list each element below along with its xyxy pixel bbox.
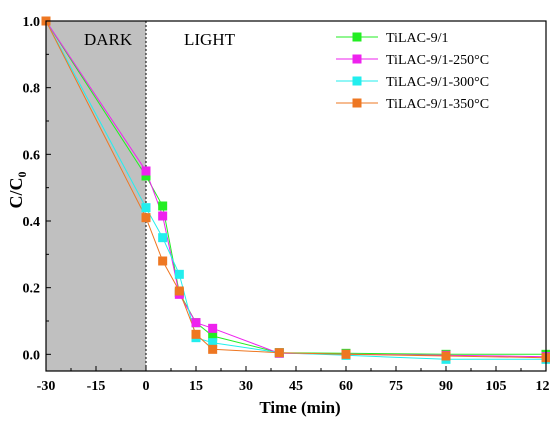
y-axis-ticks: 0.0 0.2 0.4 0.6 0.8 1.0	[23, 15, 51, 363]
legend-label-tilac-9-1: TiLAC-9/1	[386, 31, 449, 46]
legend: TiLAC-9/1 TiLAC-9/1-250°C TiLAC-9/1-300°C T…	[336, 31, 489, 112]
data-point-tilac-9-1-300c	[174, 269, 184, 279]
y-tick-label: 0.6	[23, 148, 41, 163]
data-point-tilac-9-1-350c	[158, 256, 168, 266]
x-tick-label: -30	[37, 379, 56, 394]
data-point-tilac-9-1-350c	[174, 286, 184, 296]
data-point-tilac-9-1-350c	[208, 344, 218, 354]
y-axis-label-subscript: 0	[15, 172, 29, 178]
x-tick-label: 0	[143, 379, 150, 394]
data-point-tilac-9-1-350c	[274, 348, 284, 358]
legend-marker-tilac-9-1-300c	[352, 76, 362, 86]
y-tick-label: 1.0	[23, 15, 41, 30]
series-lines	[45, 20, 547, 360]
x-axis-label: Time (min)	[259, 398, 340, 417]
y-tick-label: 0.4	[23, 215, 41, 230]
y-axis-label: C/C0	[6, 172, 29, 209]
data-point-tilac-9-1-300c	[158, 233, 168, 243]
series-line-tilac-9-1-350c	[45, 20, 547, 359]
data-point-tilac-9-1-250c	[208, 323, 218, 333]
data-point-tilac-9-1-350c	[441, 351, 451, 361]
series-line-tilac-9-1	[45, 20, 546, 355]
series-line-tilac-9-1-300c	[45, 20, 546, 360]
legend-marker-tilac-9-1-250c	[352, 54, 362, 64]
data-point-tilac-9-1-250c	[158, 211, 168, 221]
data-point-tilac-9-1	[208, 331, 218, 341]
x-tick-label: 105	[486, 379, 507, 394]
y-tick-label: 0.0	[23, 348, 41, 363]
data-point-tilac-9-1-300c	[141, 203, 151, 213]
x-tick-label: 90	[439, 379, 453, 394]
x-tick-label: 30	[239, 379, 253, 394]
y-axis-label-main: C/C	[6, 178, 26, 209]
data-point-tilac-9-1	[141, 171, 151, 181]
region-label-dark: DARK	[84, 30, 133, 49]
region-dark-shade	[46, 21, 146, 371]
data-point-tilac-9-1-350c	[191, 329, 201, 339]
region-labels: DARK LIGHT	[84, 30, 236, 49]
x-axis-ticks: -30 -15 0 15 30 45 60 75 90 105 120	[37, 366, 550, 394]
legend-label-tilac-9-1-250c: TiLAC-9/1-250°C	[386, 53, 489, 68]
data-point-tilac-9-1-350c	[341, 349, 351, 359]
legend-label-tilac-9-1-350c: TiLAC-9/1-350°C	[386, 97, 489, 112]
data-point-tilac-9-1-250c	[191, 318, 201, 328]
x-tick-label: 120	[536, 379, 550, 394]
x-tick-label: 60	[339, 379, 353, 394]
x-tick-label: -15	[87, 379, 106, 394]
data-point-tilac-9-1-250c	[141, 166, 151, 176]
y-tick-label: 0.2	[23, 282, 41, 297]
legend-label-tilac-9-1-300c: TiLAC-9/1-300°C	[386, 75, 489, 90]
legend-marker-tilac-9-1	[352, 32, 362, 42]
x-tick-label: 75	[389, 379, 403, 394]
chart-regions	[46, 21, 147, 371]
data-point-tilac-9-1-350c	[141, 213, 151, 223]
region-label-light: LIGHT	[184, 30, 236, 49]
legend-marker-tilac-9-1-350c	[352, 98, 362, 108]
y-tick-label: 0.8	[23, 82, 41, 97]
data-point-tilac-9-1	[158, 201, 168, 211]
x-tick-label: 15	[189, 379, 203, 394]
data-point-tilac-9-1-300c	[208, 338, 218, 348]
x-tick-label: 45	[289, 379, 303, 394]
